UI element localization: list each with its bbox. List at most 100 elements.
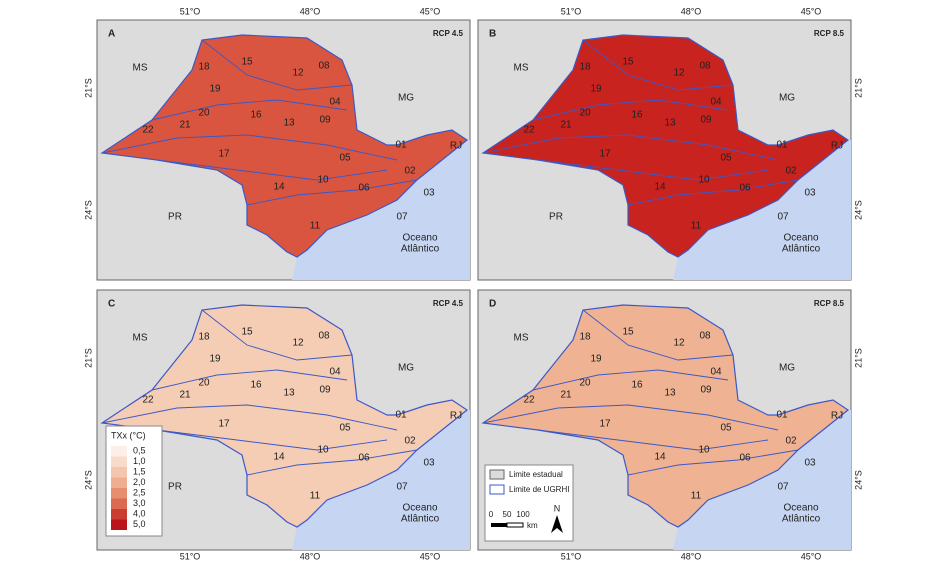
ocean bbox=[673, 140, 851, 280]
ugrhi-number: 17 bbox=[218, 419, 230, 430]
state-area bbox=[481, 304, 850, 528]
ocean-label: Oceano bbox=[783, 233, 818, 244]
region-label: PR bbox=[549, 212, 563, 223]
ugrhi-number: 15 bbox=[241, 327, 253, 338]
ugrhi-number: 10 bbox=[698, 175, 710, 186]
ugrhi-number: 07 bbox=[396, 482, 408, 493]
ugrhi-number: 16 bbox=[631, 110, 643, 121]
state-area bbox=[481, 34, 850, 258]
ugrhi-number: 13 bbox=[283, 118, 295, 129]
legend-swatch bbox=[111, 519, 127, 530]
ugrhi-number: 19 bbox=[209, 354, 221, 365]
ugrhi-boundary bbox=[201, 309, 353, 361]
scale-tick: 100 bbox=[516, 510, 530, 519]
ugrhi-number: 19 bbox=[590, 354, 602, 365]
longitude-label: 45°O bbox=[420, 6, 441, 16]
scale-tick: 0 bbox=[489, 510, 494, 519]
ugrhi-number: 18 bbox=[198, 332, 210, 343]
ugrhi-number: 03 bbox=[804, 188, 816, 199]
ugrhi-number: 17 bbox=[218, 149, 230, 160]
ugrhi-number: 06 bbox=[739, 183, 751, 194]
ugrhi-number: 08 bbox=[699, 61, 711, 72]
ugrhi-number: 18 bbox=[579, 332, 591, 343]
legend-label: 3,0 bbox=[133, 498, 146, 508]
legend-swatch bbox=[111, 467, 127, 478]
ugrhi-number: 08 bbox=[318, 61, 330, 72]
ugrhi-number: 20 bbox=[198, 378, 210, 389]
ugrhi-boundary bbox=[537, 159, 769, 181]
state-swatch bbox=[489, 469, 505, 480]
ugrhi-number: 03 bbox=[423, 188, 435, 199]
ugrhi-number: 01 bbox=[776, 140, 788, 151]
legend-swatch bbox=[111, 488, 127, 499]
ugrhi-number: 06 bbox=[739, 453, 751, 464]
ocean bbox=[292, 410, 470, 550]
ugrhi-swatch bbox=[489, 484, 505, 495]
ugrhi-boundary bbox=[151, 369, 348, 391]
ugrhi-number: 21 bbox=[560, 390, 572, 401]
legend-label: 0,5 bbox=[133, 445, 146, 455]
ugrhi-number: 13 bbox=[664, 388, 676, 399]
panel-letter: B bbox=[489, 29, 496, 40]
latitude-label: 24°S bbox=[83, 470, 93, 490]
region-label: MS bbox=[514, 333, 529, 344]
longitude-label: 51°O bbox=[180, 551, 201, 561]
ocean-label: Atlântico bbox=[782, 514, 821, 525]
legend-title: TXx (°C) bbox=[111, 430, 146, 440]
legend-label: 1,0 bbox=[133, 456, 146, 466]
region-label: MG bbox=[779, 93, 795, 104]
region-label: MG bbox=[779, 363, 795, 374]
ugrhi-legend-label: Limite de UGRHI bbox=[509, 485, 569, 494]
legend-label: 1,5 bbox=[133, 466, 146, 476]
panel-letter: C bbox=[108, 299, 115, 310]
legend-swatch bbox=[111, 456, 127, 467]
legend-label: 5,0 bbox=[133, 519, 146, 529]
ugrhi-number: 15 bbox=[622, 57, 634, 68]
legend-label: 2,0 bbox=[133, 477, 146, 487]
ugrhi-number: 16 bbox=[250, 110, 262, 121]
longitude-label: 48°O bbox=[681, 551, 702, 561]
ugrhi-number: 01 bbox=[395, 410, 407, 421]
ugrhi-boundary bbox=[532, 99, 729, 121]
latitude-label: 21°S bbox=[853, 78, 863, 98]
latitude-label: 21°S bbox=[853, 348, 863, 368]
ugrhi-boundary bbox=[482, 134, 779, 161]
ugrhi-number: 22 bbox=[523, 395, 535, 406]
region-label: RJ bbox=[831, 411, 843, 422]
ugrhi-number: 08 bbox=[699, 331, 711, 342]
ugrhi-number: 14 bbox=[654, 452, 666, 463]
ugrhi-number: 03 bbox=[423, 458, 435, 469]
ocean-label: Oceano bbox=[783, 503, 818, 514]
latitude-label: 24°S bbox=[853, 470, 863, 490]
north-arrow bbox=[551, 515, 563, 533]
ugrhi-number: 04 bbox=[710, 97, 722, 108]
ugrhi-number: 15 bbox=[622, 327, 634, 338]
scenario-label: RCP 8.5 bbox=[814, 29, 845, 38]
ugrhi-number: 17 bbox=[599, 419, 611, 430]
ugrhi-boundary bbox=[482, 404, 779, 431]
ugrhi-number: 11 bbox=[310, 491, 321, 502]
ugrhi-number: 09 bbox=[700, 385, 712, 396]
scale-tick: 50 bbox=[503, 510, 512, 519]
ocean-label: Oceano bbox=[402, 233, 437, 244]
ocean-label: Atlântico bbox=[401, 244, 440, 255]
ugrhi-number: 21 bbox=[560, 120, 572, 131]
ugrhi-number: 12 bbox=[292, 68, 304, 79]
ugrhi-number: 10 bbox=[698, 445, 710, 456]
ugrhi-number: 07 bbox=[396, 212, 408, 223]
ugrhi-number: 20 bbox=[198, 108, 210, 119]
ugrhi-number: 14 bbox=[273, 182, 285, 193]
scale-unit: km bbox=[527, 521, 538, 530]
legend-label: 2,5 bbox=[133, 487, 146, 497]
legend-label: 4,0 bbox=[133, 508, 146, 518]
latitude-label: 24°S bbox=[83, 200, 93, 220]
ocean-label: Atlântico bbox=[782, 244, 821, 255]
ugrhi-number: 14 bbox=[273, 452, 285, 463]
map-panel: A RCP 4.5 01 02 03 04 05 06 07 08 09 10 11 12 13 14 15 16… bbox=[83, 6, 471, 281]
ugrhi-number: 13 bbox=[664, 118, 676, 129]
latitude-label: 24°S bbox=[853, 200, 863, 220]
ocean bbox=[673, 410, 851, 550]
panel-letter: A bbox=[108, 29, 115, 40]
map-legend: Limite estadual Limite de UGRHI 0 50 100 km N bbox=[484, 464, 574, 542]
ugrhi-number: 02 bbox=[404, 436, 416, 447]
